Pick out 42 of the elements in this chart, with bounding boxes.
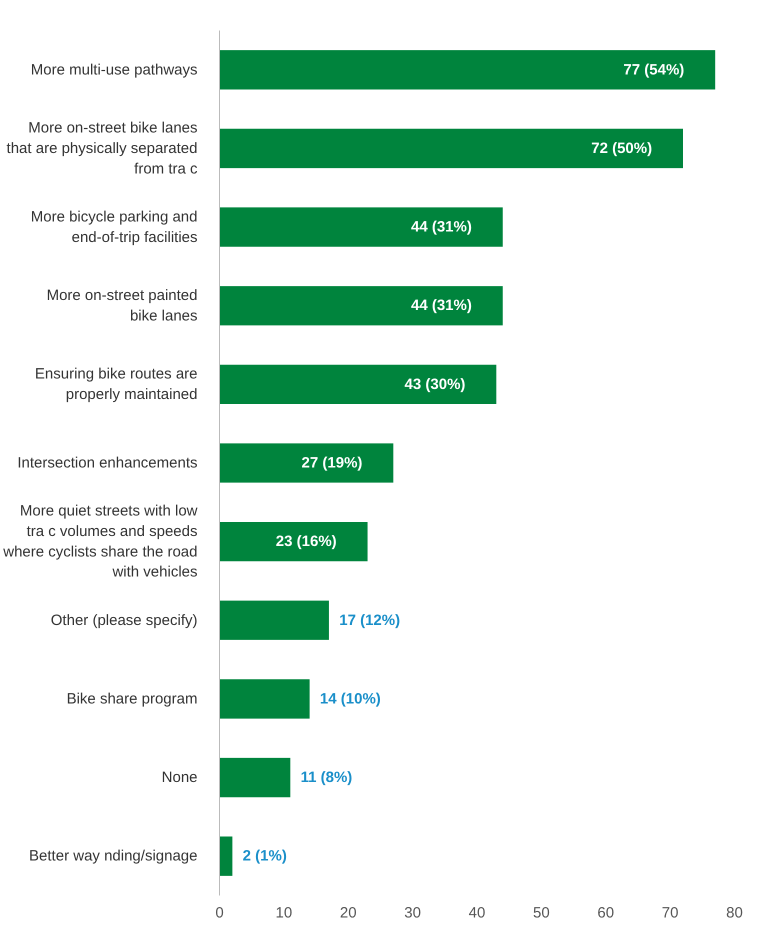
bar (220, 836, 232, 876)
bar (220, 207, 503, 247)
x-tick-label: 0 (215, 904, 224, 922)
bar (220, 364, 496, 404)
bar (220, 286, 503, 326)
bar (220, 50, 716, 90)
y-tick-label: None (162, 769, 198, 786)
y-tick-label: Bike share program (66, 690, 198, 708)
data-label: 43 (30%) (404, 376, 466, 393)
y-tick-label: More on-street painted bike lanes (46, 287, 198, 324)
data-label: 23 (16%) (276, 533, 337, 550)
x-tick-label: 70 (662, 904, 678, 922)
y-tick-label: Better way nding/signage (29, 848, 198, 865)
x-tick-label: 40 (468, 904, 486, 922)
bar (220, 443, 394, 483)
y-tick-label: Ensuring bike routes are properly maintained (34, 366, 198, 404)
data-label: 11 (8%) (300, 769, 352, 786)
x-tick-label: 30 (404, 904, 421, 922)
data-label: 44 (31%) (410, 218, 472, 236)
bar (220, 679, 310, 719)
y-tick-label: Intersection enhancements (17, 454, 198, 472)
x-tick-label: 80 (726, 904, 743, 922)
x-tick-label: 20 (340, 904, 357, 922)
y-tick-label: More bicycle parking and end-of-trip facilities (30, 208, 198, 246)
data-label: 44 (31%) (410, 297, 472, 314)
data-label: 72 (50%) (591, 140, 652, 157)
data-label: 27 (19%) (302, 454, 362, 472)
y-tick-label: More on-street bike lanes that are physically separated from tra c (6, 120, 198, 178)
x-tick-label: 60 (597, 904, 614, 922)
data-label: 14 (10%) (320, 690, 381, 708)
bar (220, 600, 329, 640)
x-tick-label: 50 (533, 904, 550, 922)
data-label: 77 (54%) (623, 61, 684, 78)
data-label: 17 (12%) (339, 612, 400, 629)
data-label: 2 (1%) (242, 848, 287, 865)
y-tick-label: More multi-use pathways (30, 61, 198, 78)
x-tick-label: 10 (276, 904, 292, 922)
y-tick-label: Other (please specify) (50, 612, 198, 629)
bar (220, 758, 290, 798)
bar (220, 522, 368, 562)
y-tick-label: More quiet streets with low tra c volumes and speeds where cyclists share the road with vehicles (2, 502, 198, 581)
bar (220, 128, 683, 168)
